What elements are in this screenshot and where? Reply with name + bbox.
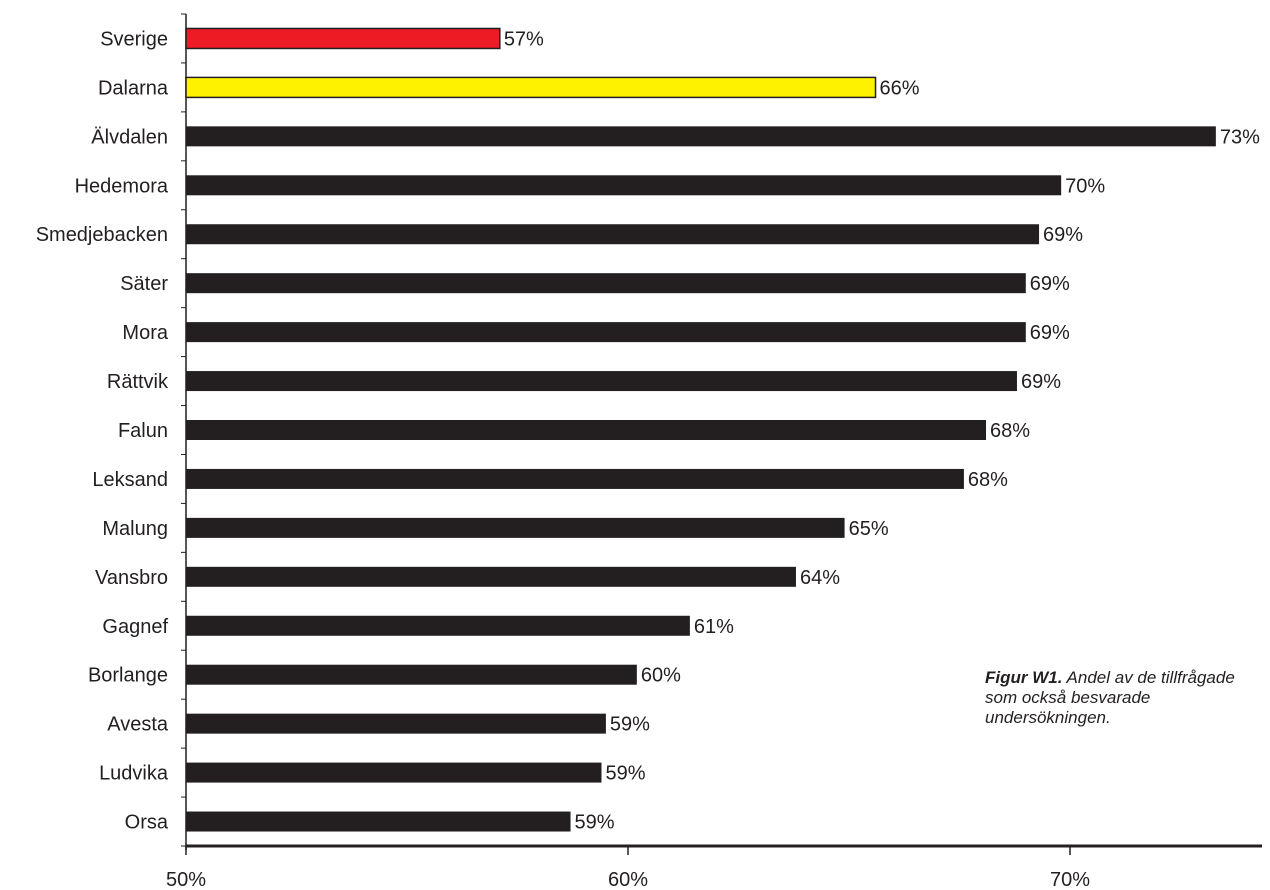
category-label: Gagnef bbox=[102, 616, 168, 638]
category-label: Vansbro bbox=[95, 567, 168, 589]
bar bbox=[186, 566, 796, 587]
category-label: Leksand bbox=[92, 469, 168, 491]
bar bbox=[186, 762, 602, 783]
value-label: 69% bbox=[1043, 224, 1083, 246]
category-label: Falun bbox=[118, 420, 168, 442]
value-label: 68% bbox=[990, 420, 1030, 442]
value-label: 60% bbox=[641, 665, 681, 687]
category-label: Dalarna bbox=[98, 77, 169, 99]
labels: Sverige 57% Dalarna 66% Älvdalen 73% Hedemora 7… bbox=[36, 28, 1260, 833]
x-tick-label: 70% bbox=[1050, 869, 1090, 890]
bar bbox=[186, 224, 1040, 245]
value-label: 69% bbox=[1030, 322, 1070, 344]
value-label: 59% bbox=[605, 763, 645, 785]
category-label: Ludvika bbox=[99, 763, 169, 785]
category-label: Smedjebacken bbox=[36, 224, 168, 246]
x-tick-label: 60% bbox=[608, 869, 648, 890]
axes: 50% 60% 70% bbox=[166, 13, 1262, 890]
category-label: Borlange bbox=[88, 665, 168, 687]
bar bbox=[186, 468, 964, 489]
figure-caption: Figur W1. Andel av de tillfrågade som oc… bbox=[985, 668, 1255, 728]
category-label: Hedemora bbox=[75, 175, 169, 197]
category-label: Sverige bbox=[100, 28, 168, 50]
category-label: Rättvik bbox=[107, 371, 169, 393]
bar bbox=[186, 517, 845, 538]
category-label: Orsa bbox=[125, 812, 169, 834]
caption-text: Andel av de tillfrågade som också besvar… bbox=[985, 668, 1235, 727]
value-label: 57% bbox=[504, 28, 544, 50]
caption-bold: Figur W1. bbox=[985, 668, 1063, 687]
bar bbox=[186, 664, 637, 685]
value-label: 66% bbox=[880, 77, 920, 99]
value-label: 64% bbox=[800, 567, 840, 589]
category-label: Avesta bbox=[107, 714, 169, 736]
category-label: Älvdalen bbox=[91, 126, 168, 148]
bar bbox=[186, 273, 1026, 294]
bars bbox=[185, 27, 1216, 832]
value-label: 59% bbox=[575, 812, 615, 834]
value-label: 65% bbox=[849, 518, 889, 540]
value-label: 68% bbox=[968, 469, 1008, 491]
bar bbox=[186, 615, 690, 636]
bar bbox=[185, 76, 877, 99]
value-label: 59% bbox=[610, 714, 650, 736]
value-label: 70% bbox=[1065, 175, 1105, 197]
bar bbox=[186, 322, 1026, 343]
value-label: 69% bbox=[1021, 371, 1061, 393]
value-label: 73% bbox=[1220, 126, 1260, 148]
bar bbox=[185, 27, 501, 50]
bar bbox=[186, 371, 1017, 392]
category-label: Mora bbox=[122, 322, 168, 344]
category-label: Malung bbox=[102, 518, 168, 540]
bar bbox=[186, 811, 571, 832]
x-tick-label: 50% bbox=[166, 869, 206, 890]
bar bbox=[186, 126, 1216, 147]
category-label: Säter bbox=[120, 273, 168, 295]
bar bbox=[186, 420, 987, 440]
value-label: 69% bbox=[1030, 273, 1070, 295]
bar bbox=[186, 713, 606, 734]
value-label: 61% bbox=[694, 616, 734, 638]
bar bbox=[186, 175, 1062, 196]
